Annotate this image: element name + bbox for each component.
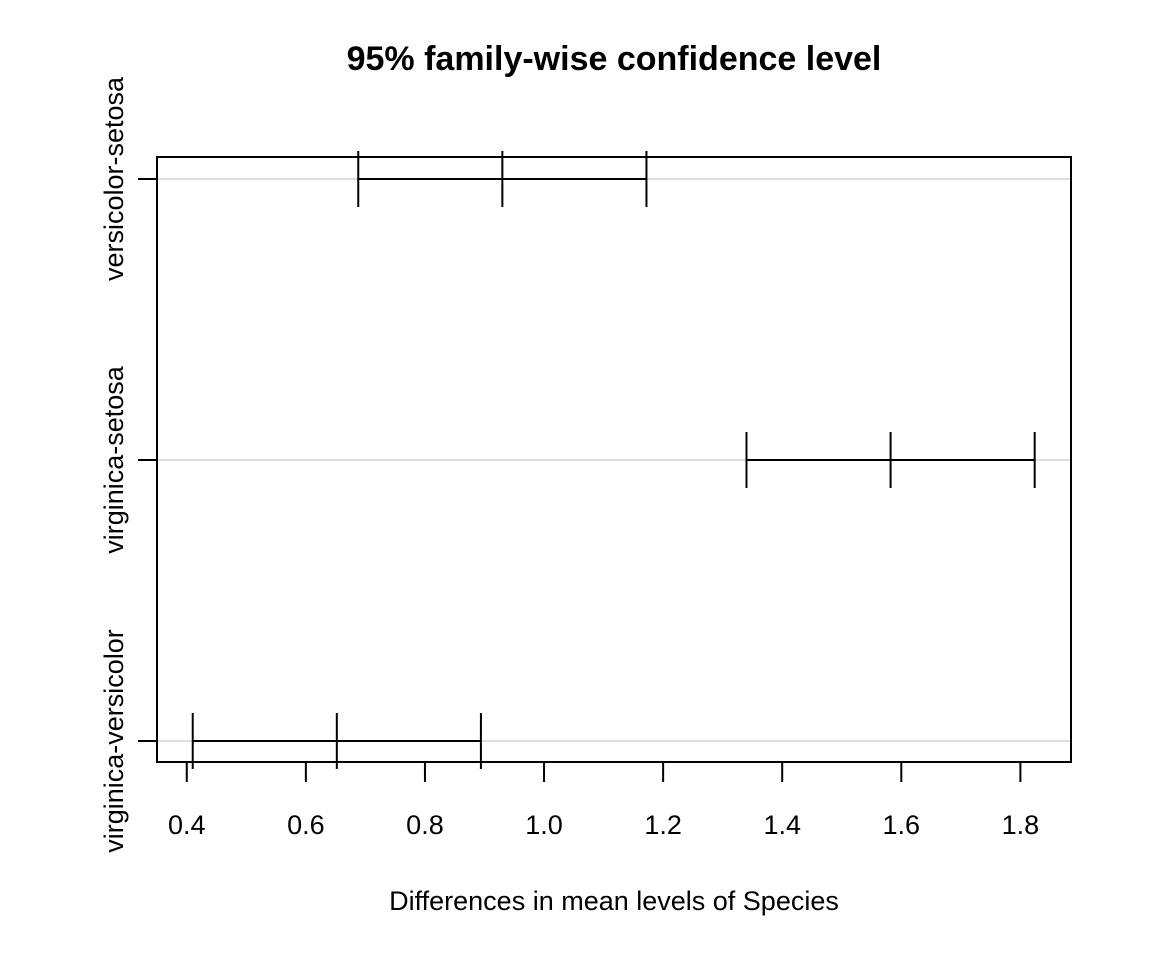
x-tick-label: 1.8 xyxy=(1002,810,1040,840)
x-tick-label: 1.2 xyxy=(644,810,682,840)
y-axis: versicolor-setosa virginica-setosa virgini… xyxy=(99,76,157,853)
x-tick-label: 0.4 xyxy=(168,810,206,840)
interval-virginica-versicolor xyxy=(191,713,482,769)
x-tick-label: 1.0 xyxy=(525,810,563,840)
x-tick-label: 0.6 xyxy=(287,810,325,840)
y-tick-label: versicolor-setosa xyxy=(99,76,129,281)
x-axis: 0.4 0.6 0.8 1.0 1.2 1.4 1.6 1.8 xyxy=(168,761,1040,840)
interval-group xyxy=(191,151,1036,769)
x-tick-label: 0.8 xyxy=(406,810,444,840)
x-axis-label: Differences in mean levels of Species xyxy=(389,886,839,916)
x-tick-label: 1.4 xyxy=(763,810,801,840)
interval-versicolor-setosa xyxy=(357,151,648,207)
y-tick-label: virginica-setosa xyxy=(99,365,129,554)
y-tick-label: virginica-versicolor xyxy=(99,629,129,853)
x-tick-label: 1.6 xyxy=(883,810,921,840)
chart-title: 95% family-wise confidence level xyxy=(347,40,882,78)
interval-virginica-setosa xyxy=(745,432,1036,488)
